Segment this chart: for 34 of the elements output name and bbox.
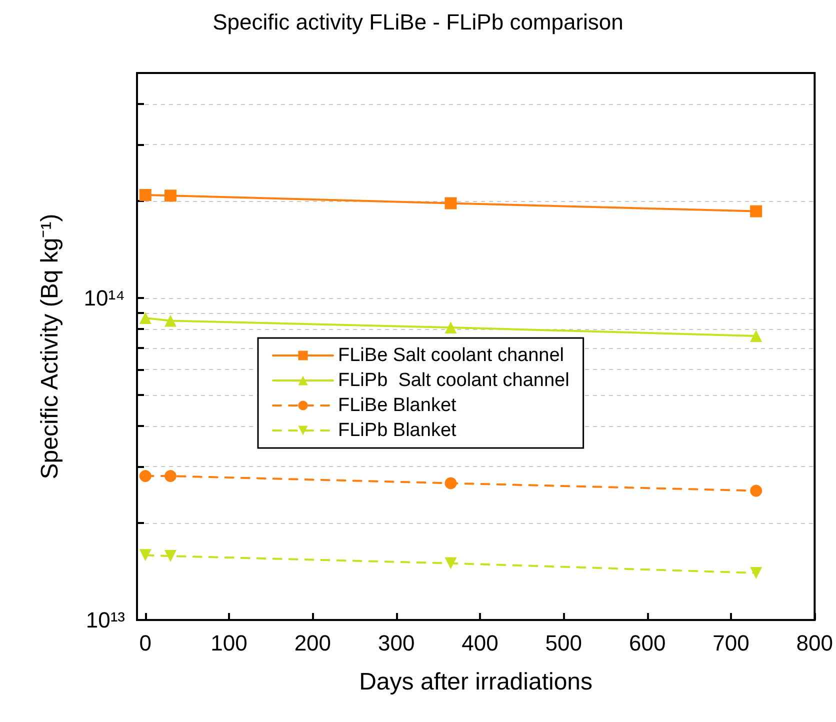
point [444,477,457,490]
point [750,330,762,342]
x-tick-label: 200 [294,630,332,656]
point [444,322,457,334]
x-tick-label: 700 [712,630,750,656]
point [139,312,152,324]
point [750,484,762,497]
chart-title: Specific activity FLiBe - FLiPb comparison [212,10,624,34]
point [444,557,457,570]
point [139,549,152,562]
x-axis-title: Days after irradiations [359,668,593,696]
x-tick-label: 600 [628,630,666,656]
point [444,197,457,210]
point [164,190,176,202]
point [164,470,176,482]
legend-label: FLiPb Salt coolant channel [338,370,570,391]
point [139,470,152,482]
legend-label: FLiBe Blanket [338,395,458,416]
x-tick-label: 400 [462,630,498,656]
y-axis-title: Specific Activity (Bq kg⁻¹) [36,214,64,480]
legend-label: FLiPb Blanket [338,420,458,441]
y-tick-label: 10¹⁴ [84,286,125,311]
x-tick-label: 300 [378,630,415,656]
point [750,566,762,579]
point [164,314,176,327]
x-tick-label: 0 [139,630,152,656]
legend-label: FLiBe Salt coolant channel [338,345,564,366]
point [750,205,762,218]
y-tick-label: 10¹³ [86,608,125,632]
point [139,188,152,201]
point [164,550,176,562]
x-tick-label: 500 [545,630,582,656]
x-tick-label: 800 [796,630,834,656]
x-tick-label: 100 [210,630,248,656]
